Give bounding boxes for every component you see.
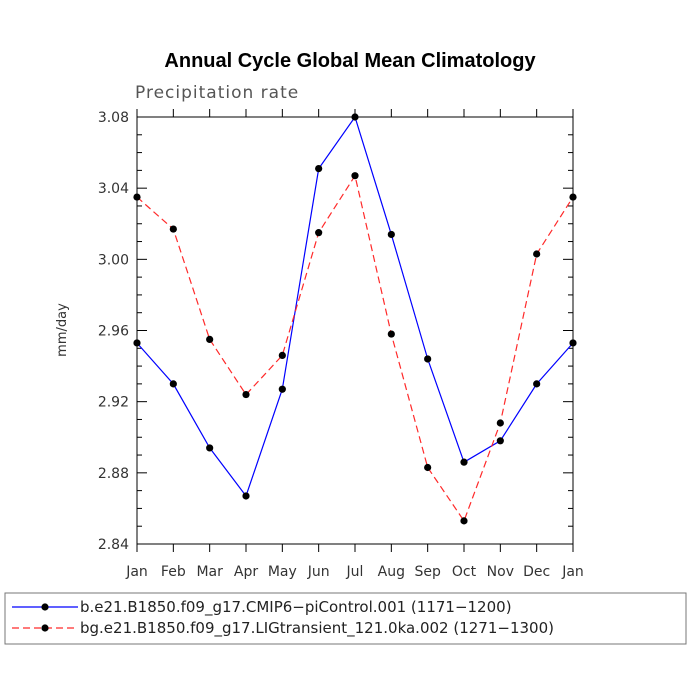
plot-frame <box>136 116 574 545</box>
series-layer <box>133 113 577 525</box>
x-tick-label: Oct <box>452 564 477 580</box>
series-2-point <box>460 517 468 525</box>
series-1-point <box>533 380 541 388</box>
series-1-point <box>242 492 250 500</box>
series-1-point <box>133 339 141 347</box>
legend-label-2: bg.e21.B1850.f09_g17.LIGtransient_121.0k… <box>80 619 554 638</box>
series-1-point <box>351 113 359 121</box>
x-tick-label: Jan <box>561 564 584 580</box>
x-tick-label: Apr <box>234 564 258 580</box>
series-2-point <box>569 193 577 201</box>
y-tick-label: 3.04 <box>98 181 129 197</box>
x-tick-label: Nov <box>487 564 514 580</box>
series-line-2 <box>136 174 574 523</box>
x-tick-label: Feb <box>161 564 186 580</box>
x-tick-label: Mar <box>196 564 223 580</box>
x-tick-label: Jul <box>346 564 364 580</box>
legend-box <box>4 592 687 645</box>
series-2-point <box>133 193 141 201</box>
chart-title: Annual Cycle Global Mean Climatology <box>164 50 536 72</box>
series-2-point <box>496 419 504 427</box>
series-2-point <box>315 229 323 237</box>
y-tick-label: 2.84 <box>98 537 129 553</box>
x-tick-label: Dec <box>523 564 550 580</box>
series-2-point <box>387 330 395 338</box>
legend-marker-2 <box>41 624 49 632</box>
series-1-point <box>278 385 286 393</box>
series-2-point <box>351 172 359 180</box>
series-1-point <box>569 339 577 347</box>
x-tick-labels: Jan Feb Mar Apr May Jun Jul Aug Sep Oct Nov Dec Jan <box>125 564 584 580</box>
y-tick-label: 3.00 <box>98 252 129 268</box>
series-2-point <box>424 463 432 472</box>
series-1-point <box>496 437 504 445</box>
legend-entries: b.e21.B1850.f09_g17.CMIP6−piControl.001 … <box>12 598 554 638</box>
x-tick-label: Sep <box>414 564 441 580</box>
x-tick-label: May <box>268 564 297 580</box>
y-tick-label: 3.08 <box>98 110 129 126</box>
series-1-point <box>387 230 395 239</box>
chart-subtitle: Precipitation rate <box>135 83 299 103</box>
series-2-point <box>533 250 541 258</box>
y-tick-labels: 2.84 2.88 2.92 2.96 3.00 3.04 3.08 <box>98 110 129 553</box>
series-2-point <box>206 335 214 343</box>
series-1-point <box>460 458 468 466</box>
x-tick-label: Aug <box>378 564 405 580</box>
series-1-point <box>206 444 214 452</box>
y-tick-label: 2.88 <box>98 466 129 482</box>
series-1-point <box>424 355 432 363</box>
y-tick-label: 2.96 <box>98 324 129 340</box>
legend: b.e21.B1850.f09_g17.CMIP6−piControl.001 … <box>4 592 687 645</box>
x-tick-label: Jan <box>125 564 148 580</box>
series-1-point <box>315 164 323 173</box>
x-tick-label: Jun <box>307 564 330 580</box>
legend-marker-1 <box>41 603 49 611</box>
y-axis-label: mm/day <box>55 303 70 357</box>
series-2-point <box>242 390 250 399</box>
y-tick-label: 2.92 <box>98 395 129 411</box>
legend-label-1: b.e21.B1850.f09_g17.CMIP6−piControl.001 … <box>80 598 512 617</box>
series-2-point <box>169 225 177 233</box>
series-2-point <box>278 351 286 360</box>
series-1-point <box>169 380 177 388</box>
